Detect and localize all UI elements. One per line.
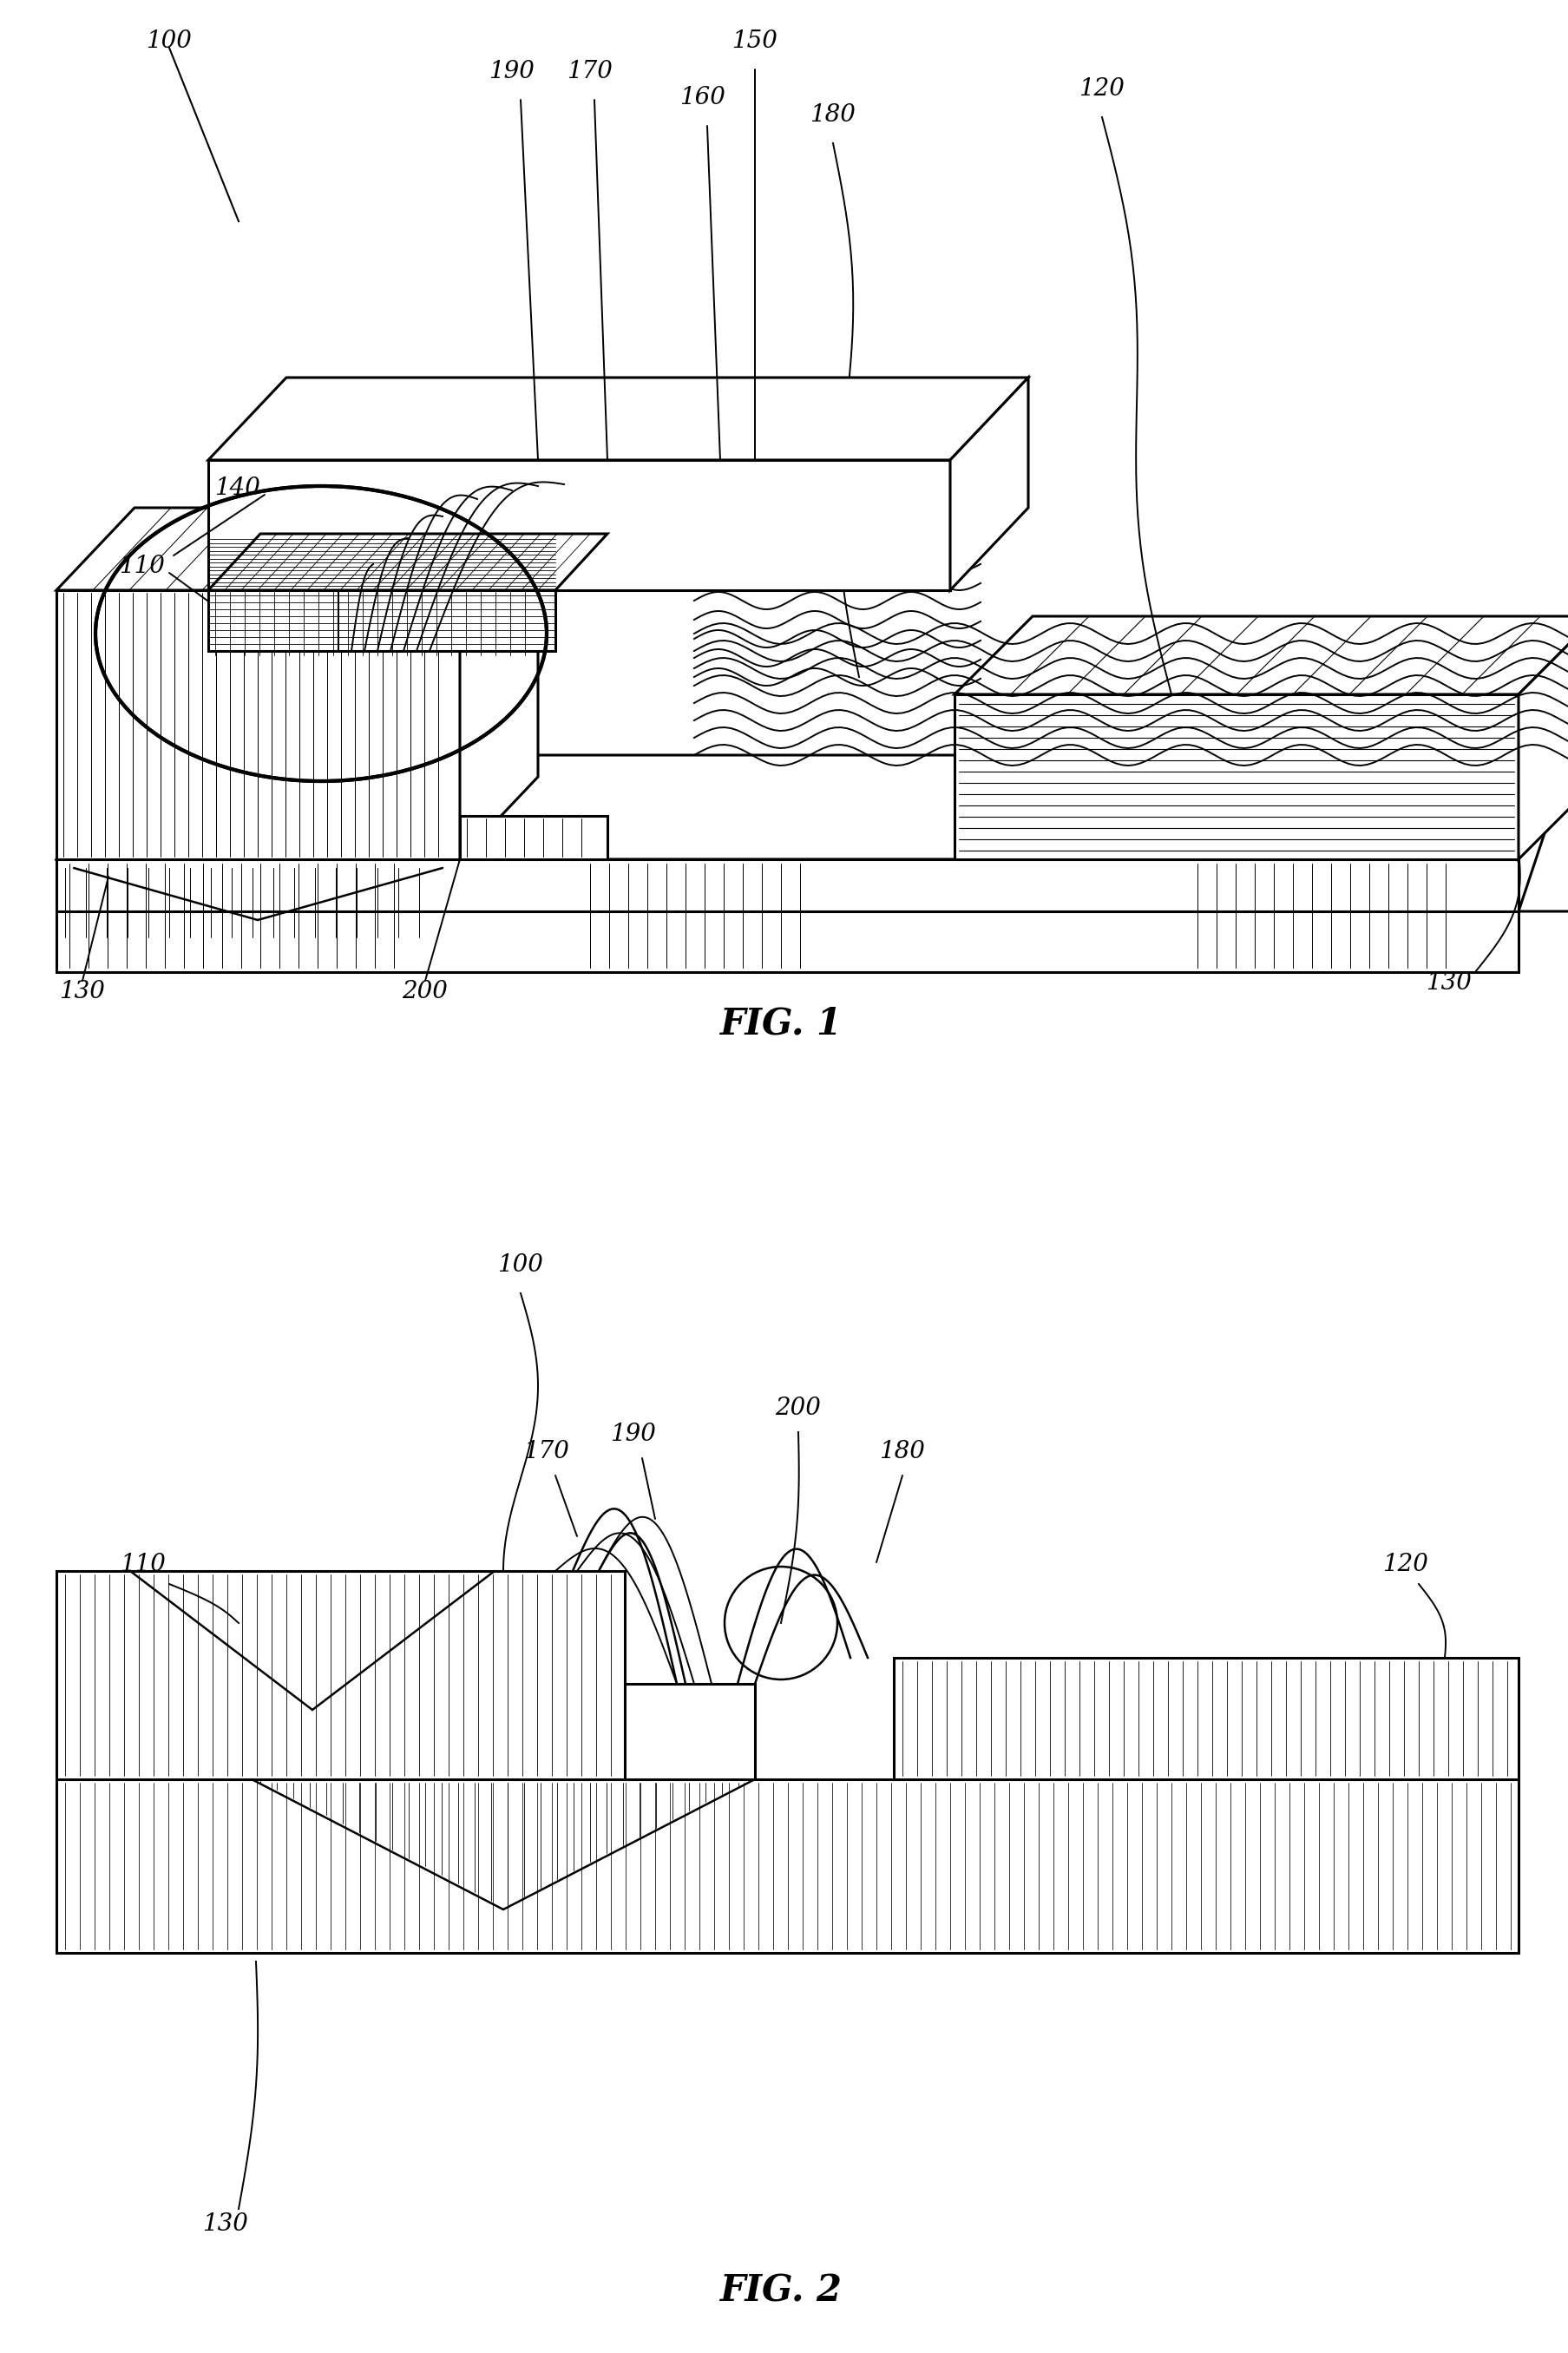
Polygon shape [1518, 616, 1568, 859]
Text: 170: 170 [524, 1440, 569, 1464]
Text: 110: 110 [121, 1553, 166, 1577]
Text: 120: 120 [1383, 1553, 1428, 1577]
Text: 100: 100 [497, 1254, 544, 1278]
Polygon shape [56, 859, 1518, 911]
Text: 130: 130 [1427, 972, 1472, 995]
Text: 190: 190 [610, 1424, 657, 1447]
Polygon shape [56, 755, 1568, 859]
Polygon shape [56, 1779, 1518, 1953]
Text: 160: 160 [681, 87, 726, 108]
Polygon shape [56, 591, 459, 859]
Text: 110: 110 [119, 555, 165, 579]
Polygon shape [209, 376, 1029, 459]
Polygon shape [459, 508, 538, 859]
Text: 170: 170 [568, 59, 613, 82]
Text: 140: 140 [215, 478, 260, 499]
Text: 180: 180 [811, 104, 856, 127]
Text: 120: 120 [1079, 78, 1124, 101]
Text: 200: 200 [403, 979, 448, 1002]
Polygon shape [56, 1572, 624, 1779]
Text: 200: 200 [776, 1398, 822, 1419]
Polygon shape [950, 376, 1029, 591]
Polygon shape [955, 694, 1518, 859]
Polygon shape [955, 616, 1568, 694]
Polygon shape [209, 534, 607, 591]
Polygon shape [624, 1685, 754, 1779]
Polygon shape [459, 816, 607, 859]
Text: FIG. 2: FIG. 2 [720, 2273, 842, 2311]
Polygon shape [209, 459, 950, 591]
Text: 190: 190 [489, 59, 535, 82]
Text: 150: 150 [732, 31, 778, 54]
Polygon shape [209, 591, 555, 652]
Text: FIG. 1: FIG. 1 [720, 1007, 842, 1042]
Text: 130: 130 [60, 979, 105, 1002]
Polygon shape [56, 911, 1518, 972]
Polygon shape [56, 508, 538, 591]
Polygon shape [894, 1659, 1518, 1779]
Text: 130: 130 [202, 2212, 249, 2235]
Text: 180: 180 [880, 1440, 925, 1464]
Polygon shape [1518, 755, 1568, 911]
Text: 100: 100 [146, 31, 193, 54]
